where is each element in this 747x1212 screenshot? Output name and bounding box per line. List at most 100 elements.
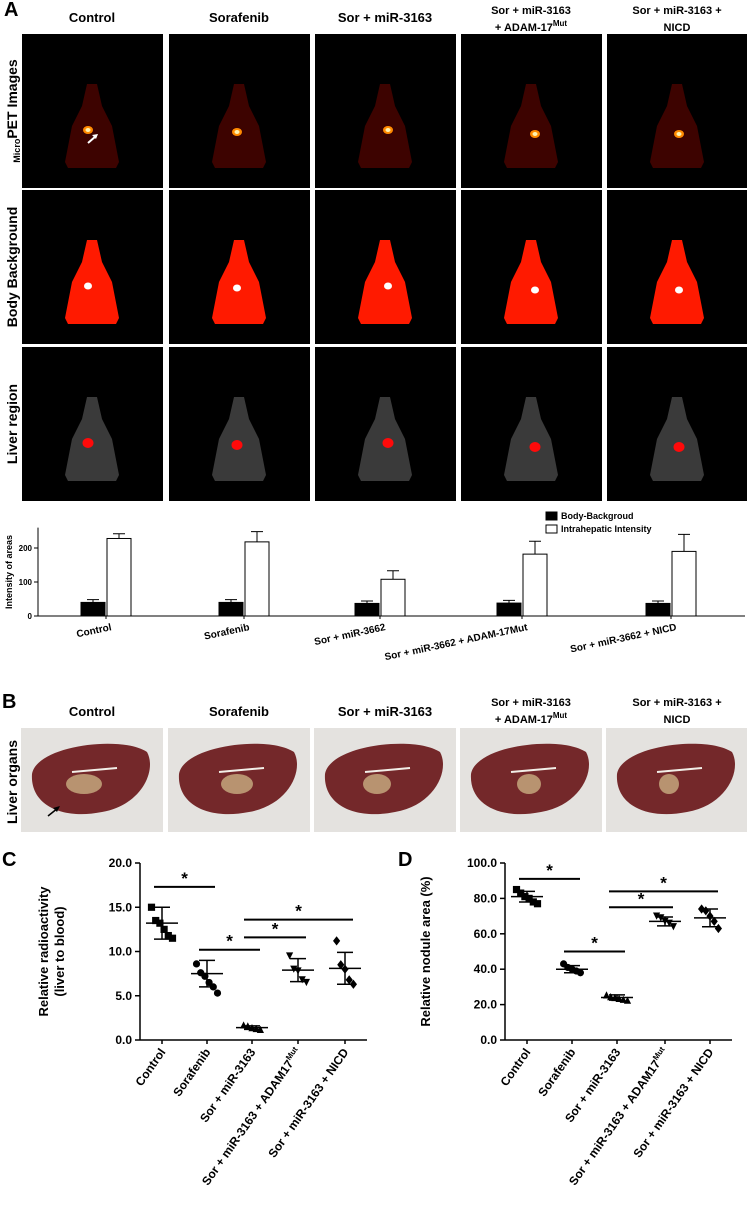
data-point xyxy=(710,916,718,927)
bar xyxy=(522,553,548,617)
y-axis-title: Relative nodule area (%) xyxy=(418,876,433,1026)
arrow-head xyxy=(53,806,60,812)
sd-bar xyxy=(609,994,625,1001)
bar xyxy=(671,550,697,617)
y-tick-label: 0 xyxy=(28,612,33,621)
hot-spot-core xyxy=(676,132,682,136)
data-point xyxy=(298,976,306,984)
data-point xyxy=(607,993,615,1001)
body-silhouette xyxy=(358,240,412,324)
panel-label: C xyxy=(2,849,16,871)
significance-label: * xyxy=(660,873,667,892)
hot-spot-core xyxy=(234,130,240,134)
hot-spot xyxy=(531,286,539,294)
column-header: Sorafenib xyxy=(209,10,269,25)
error-bar xyxy=(387,570,399,580)
column-header: + ADAM-17Mut xyxy=(495,711,568,726)
body-silhouette xyxy=(212,84,266,168)
column-header-text: Control xyxy=(69,10,115,25)
hot-spot xyxy=(233,284,241,292)
sd-bar xyxy=(519,890,535,903)
column-header-text: Sor + miR-3163 xyxy=(338,704,432,719)
body-silhouette xyxy=(650,397,704,481)
body-silhouette xyxy=(504,240,558,324)
legend-swatch xyxy=(545,511,558,521)
significance-label: * xyxy=(272,919,279,938)
y-tick-label: 20.0 xyxy=(109,856,133,870)
column-header-text: + ADAM-17 xyxy=(495,22,553,34)
row-label-text: PET Images xyxy=(4,59,20,139)
column-header: Sor + miR-3163 + xyxy=(632,697,721,709)
hot-spot xyxy=(384,282,392,290)
column-header: Sor + miR-3163 xyxy=(491,697,571,709)
row-label-text: Liver region xyxy=(4,384,20,464)
bar xyxy=(645,602,671,617)
data-point xyxy=(345,975,353,985)
data-point xyxy=(302,978,310,987)
y-tick-label: 40.0 xyxy=(474,962,498,976)
column-header: Sor + miR-3163 + xyxy=(632,5,721,17)
data-point xyxy=(349,979,357,989)
body-silhouette xyxy=(212,397,266,481)
y-axis-title: Intensity of areas xyxy=(4,535,14,609)
row-label-sup: Micro xyxy=(12,138,22,163)
column-header-text: Sor + miR-3163 xyxy=(491,5,571,17)
significance-label: * xyxy=(226,932,233,951)
column-header: + ADAM-17Mut xyxy=(495,19,568,34)
column-header-text: Sor + miR-3163 xyxy=(338,10,432,25)
error-bar xyxy=(503,599,515,604)
y-tick-label: 0.0 xyxy=(480,1033,497,1047)
sd-bar xyxy=(290,957,306,983)
liver-nodule xyxy=(221,774,253,794)
data-point xyxy=(698,904,706,914)
row-label-text: Body Background xyxy=(4,207,20,328)
column-header-text: + ADAM-17 xyxy=(495,714,553,726)
legend-label: Body-Backgroud xyxy=(561,511,634,521)
row-label: Liver organs xyxy=(4,740,20,824)
data-point xyxy=(240,1021,248,1029)
y-tick-label: 5.0 xyxy=(115,989,132,1003)
column-header-text: Sorafenib xyxy=(209,704,269,719)
liver-spot xyxy=(673,442,685,452)
hot-spot-core xyxy=(85,128,91,132)
significance-label: * xyxy=(295,902,302,921)
bar xyxy=(80,601,106,617)
column-header: Sor + miR-3163 xyxy=(338,704,432,719)
body-silhouette xyxy=(504,397,558,481)
column-header-text: Control xyxy=(69,704,115,719)
liver-spot xyxy=(231,440,243,450)
column-header-text: Sor + miR-3163 + xyxy=(632,5,721,17)
data-point xyxy=(337,960,345,970)
liver-spot xyxy=(382,438,394,448)
sd-bar xyxy=(564,964,580,974)
data-point xyxy=(192,960,201,968)
data-point xyxy=(533,900,542,908)
error-bar xyxy=(225,599,237,603)
data-point xyxy=(669,923,677,931)
hot-spot xyxy=(84,282,92,290)
hot-spot xyxy=(675,286,683,294)
data-point xyxy=(619,995,627,1003)
liver-nodule xyxy=(659,774,679,794)
sd-bar xyxy=(154,906,170,940)
body-silhouette xyxy=(212,240,266,324)
sd-bar xyxy=(199,959,215,988)
data-point xyxy=(147,903,156,911)
column-header-sup: Mut xyxy=(553,19,568,28)
column-header-sup: Mut xyxy=(553,711,568,720)
body-silhouette xyxy=(65,84,119,168)
liver-highlight xyxy=(510,767,557,773)
bar xyxy=(106,537,132,617)
column-header: Sor + miR-3163 xyxy=(491,5,571,17)
legend-label: Intrahepatic Intensity xyxy=(561,524,652,534)
panel-label: A xyxy=(4,0,18,21)
sd-bar xyxy=(657,916,673,927)
y-tick-label: 100 xyxy=(19,578,33,587)
column-header: Sor + miR-3163 xyxy=(338,10,432,25)
panel-label: B xyxy=(2,691,16,713)
significance-label: * xyxy=(638,889,645,908)
significance-label: * xyxy=(181,869,188,888)
y-tick-label: 80.0 xyxy=(474,891,498,905)
hot-spot-core xyxy=(385,128,391,132)
